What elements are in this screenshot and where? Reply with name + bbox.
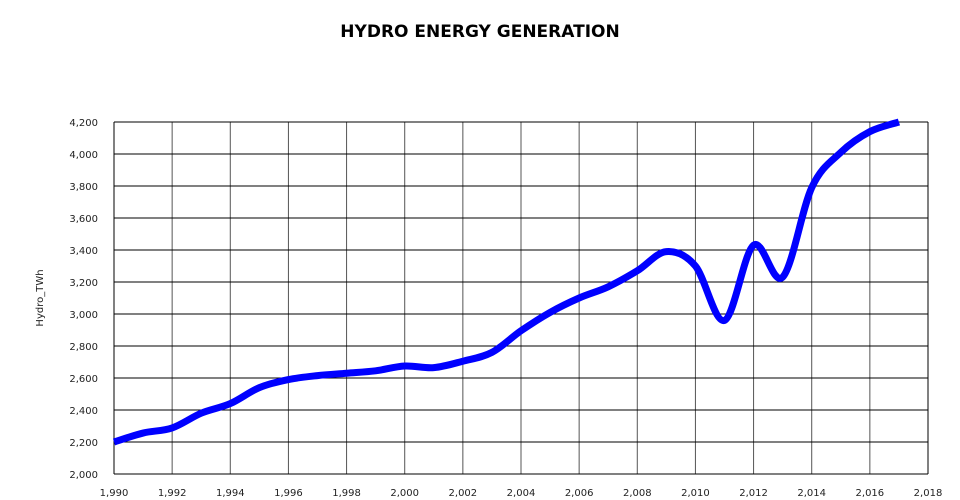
x-tick-label: 1,998 (332, 488, 361, 499)
y-tick-label: 2,400 (69, 406, 98, 417)
y-tick-label: 4,000 (69, 150, 98, 161)
x-tick-label: 2,010 (681, 488, 710, 499)
x-tick-label: 2,002 (449, 488, 478, 499)
x-tick-label: 2,018 (914, 488, 943, 499)
y-axis-ticks: 2,000 2,200 2,400 2,600 2,800 3,000 3,200 3,400… (69, 118, 98, 481)
grid (113, 121, 929, 475)
x-tick-label: 2,004 (507, 488, 536, 499)
x-tick-label: 1,994 (216, 488, 245, 499)
x-tick-label: 1,992 (158, 488, 187, 499)
x-tick-label: 1,990 (100, 488, 129, 499)
series-line (112, 118, 901, 446)
x-tick-label: 2,016 (856, 488, 885, 499)
y-tick-label: 2,200 (69, 438, 98, 449)
y-tick-label: 3,400 (69, 246, 98, 257)
y-tick-label: 4,200 (69, 118, 98, 129)
y-tick-label: 3,600 (69, 214, 98, 225)
y-axis-label: Hydro_TWh (35, 269, 46, 326)
x-tick-label: 2,006 (565, 488, 594, 499)
y-tick-label: 3,000 (69, 310, 98, 321)
y-tick-label: 2,600 (69, 374, 98, 385)
x-tick-label: 2,008 (623, 488, 652, 499)
chart-title: HYDRO ENERGY GENERATION (340, 22, 620, 42)
x-tick-label: 2,012 (739, 488, 768, 499)
y-tick-label: 3,200 (69, 278, 98, 289)
y-tick-label: 2,000 (69, 470, 98, 481)
series-layer (112, 118, 901, 446)
x-tick-label: 1,996 (274, 488, 303, 499)
x-tick-label: 2,014 (797, 488, 826, 499)
y-tick-label: 3,800 (69, 182, 98, 193)
x-axis-ticks: 1,990 1,992 1,994 1,996 1,998 2,000 2,002 2,004… (100, 488, 943, 499)
y-tick-label: 2,800 (69, 342, 98, 353)
x-tick-label: 2,000 (390, 488, 419, 499)
